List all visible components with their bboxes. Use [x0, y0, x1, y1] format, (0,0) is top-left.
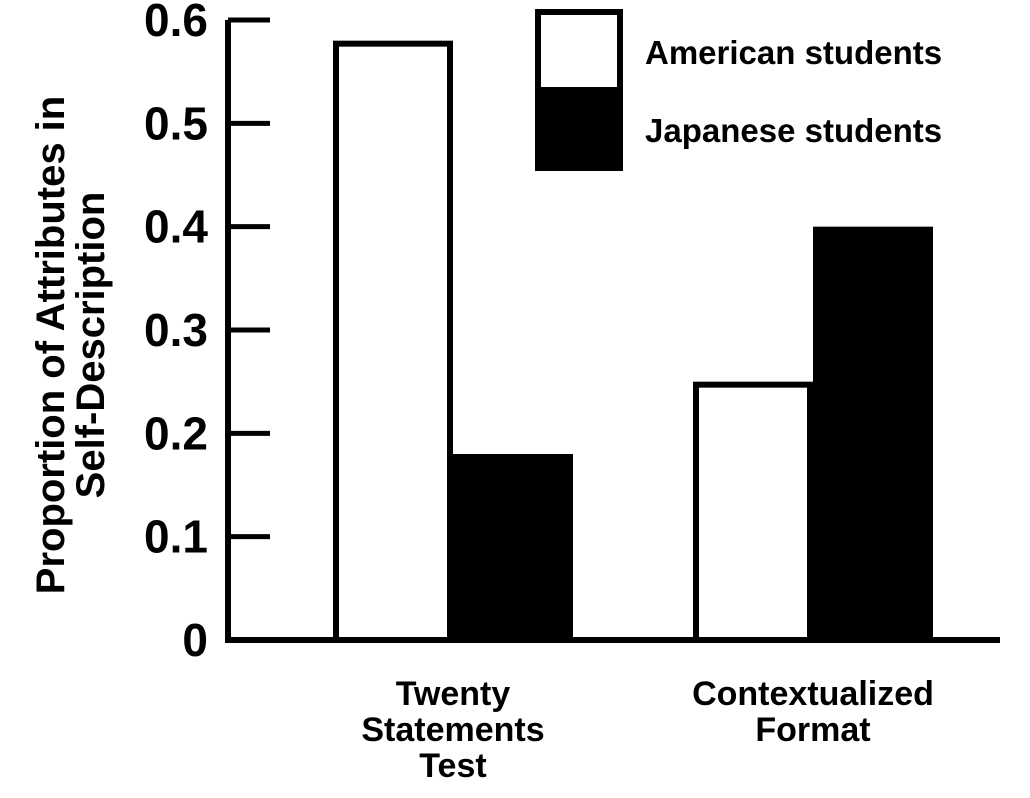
x-category-label: Twenty Statements Test [361, 675, 544, 785]
x-category-label-line: Twenty [396, 675, 511, 713]
y-tick-label: 0.4 [144, 201, 208, 253]
bar-american-1 [693, 381, 813, 643]
y-tick-label: 0.1 [144, 511, 208, 563]
y-tick-label: 0.6 [144, 0, 208, 46]
y-axis-title-line: Proportion of Attributes in [29, 96, 73, 594]
y-axis-title-line: Self-Description [69, 192, 113, 499]
y-axis-title: Proportion of Attributes inSelf-Descript… [29, 96, 113, 594]
x-category-label-line: Test [419, 747, 486, 785]
x-category-label-line: Contextualized [692, 675, 934, 713]
y-tick-label: 0.2 [144, 407, 208, 459]
y-tick-label: 0.5 [144, 97, 208, 149]
x-category-label: Contextualized Format [692, 675, 934, 749]
x-category-label-line: Statements [361, 711, 544, 749]
bar-american-0 [333, 40, 453, 643]
bar-japanese-0 [453, 454, 573, 643]
legend-swatch-american [535, 9, 623, 93]
legend: American students Japanese students [535, 9, 942, 171]
legend-label: American students [645, 34, 942, 71]
bar-japanese-1 [813, 226, 933, 644]
legend-label: Japanese students [645, 112, 942, 149]
legend-swatch-japanese [535, 87, 623, 171]
y-tick-label: 0 [182, 614, 208, 666]
x-category-label-line: Format [755, 711, 870, 749]
y-tick-label: 0.3 [144, 304, 208, 356]
bars [333, 40, 933, 644]
category-labels: Twenty Statements Test Contextualized Format [361, 675, 934, 785]
y-axis-title-text: Proportion of Attributes inSelf-Descript… [29, 96, 113, 594]
